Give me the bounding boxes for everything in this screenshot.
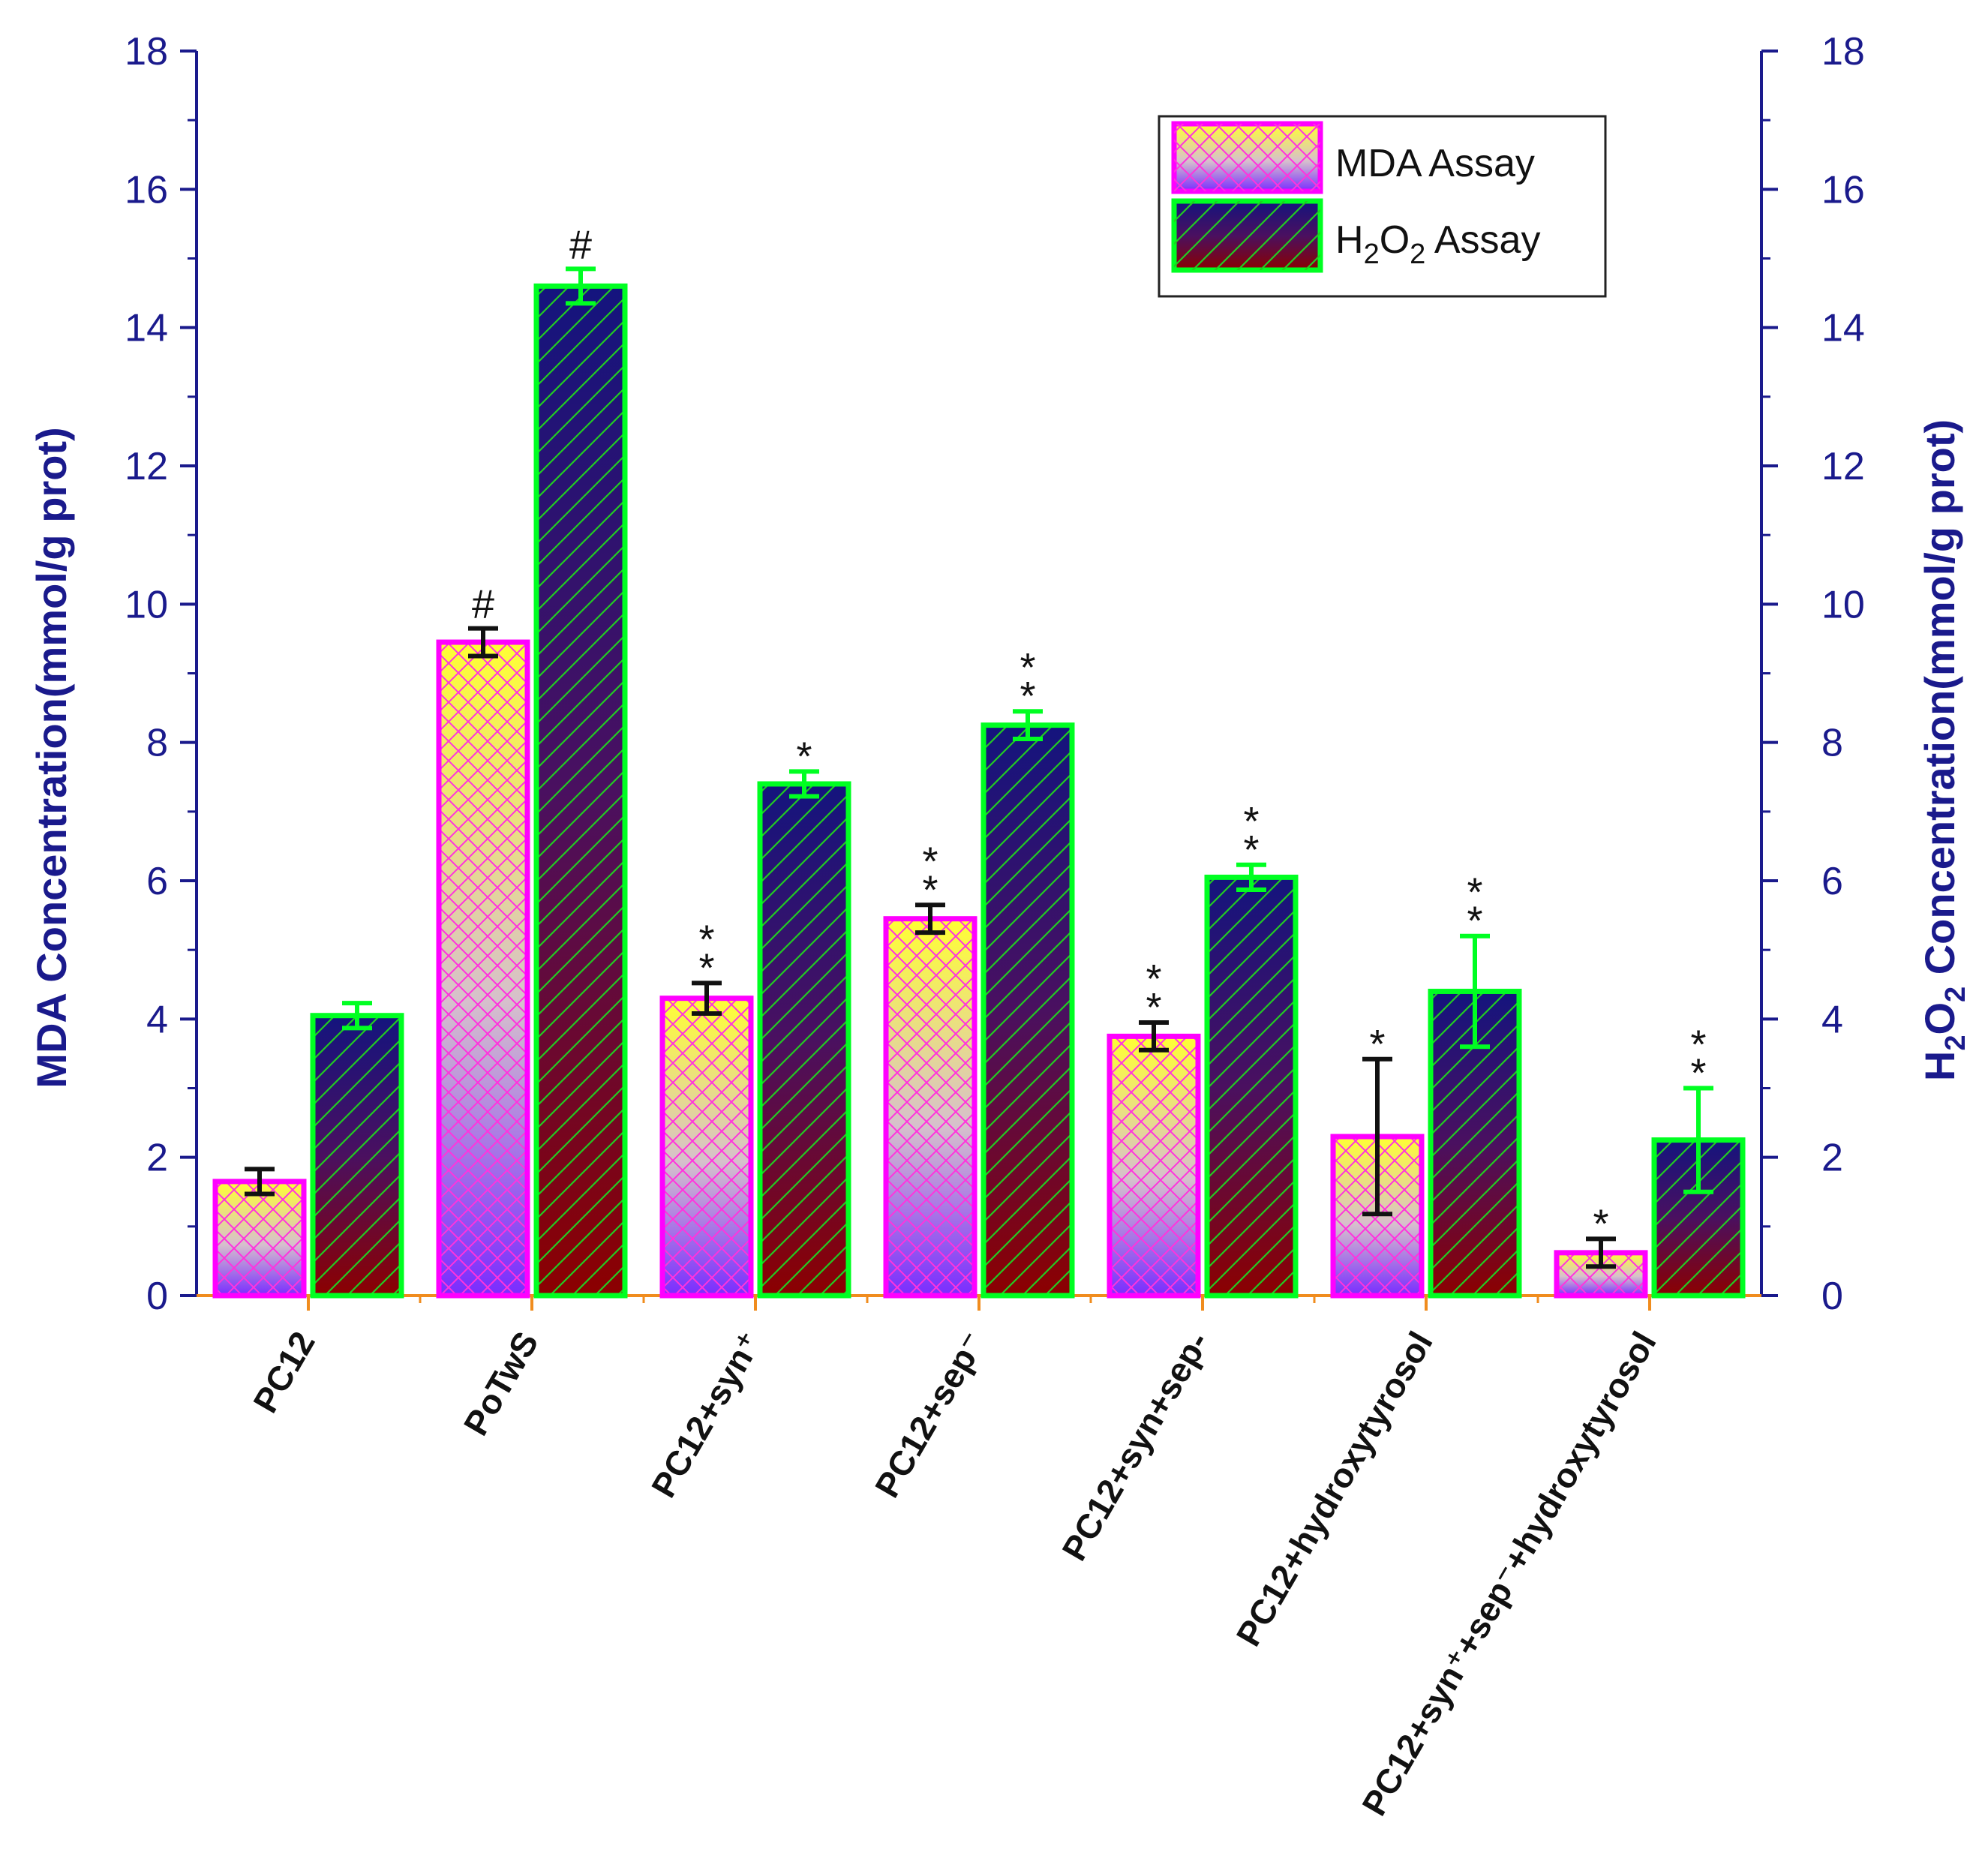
right-y-ticks: 0 2 4 6 8 10 12 14 16 18	[1761, 30, 1865, 1318]
bar-mda-hatch	[212, 1179, 307, 1299]
left-tick-label: 12	[125, 445, 168, 488]
significance-mark-mda: *	[922, 839, 938, 884]
category-label: PC12+sep⁻	[867, 1325, 993, 1504]
significance-mark-h2o2: *	[1243, 827, 1259, 872]
bar-mda-hatch	[1107, 1033, 1201, 1299]
bar-mda-hatch	[883, 916, 977, 1299]
left-tick-label: 8	[146, 722, 168, 765]
bar-mda-hatch	[436, 639, 530, 1299]
bar-h2o2-hatch	[533, 283, 628, 1299]
right-tick-label: 18	[1821, 30, 1865, 74]
category-label: PoTwS	[456, 1325, 546, 1442]
legend-label-mda: MDA Assay	[1335, 142, 1535, 185]
left-y-ticks: 0 2 4 6 8 10 12 14 16 18	[125, 30, 197, 1318]
bar-h2o2-hatch	[980, 722, 1075, 1299]
left-tick-label: 16	[125, 168, 168, 212]
legend-label-h2o2: H2O2 Assay	[1335, 218, 1540, 270]
bar-h2o2-hatch	[757, 781, 851, 1299]
category-label: PC12	[245, 1325, 323, 1419]
right-tick-label: 4	[1821, 998, 1843, 1041]
right-y-axis-title: H2O2 Concentration(mmol/g prot)	[1916, 419, 1971, 1081]
category-labels: PC12 PoTwS PC12+syn⁺ PC12+sep⁻ PC12+syn+sep-…	[245, 1325, 1664, 1822]
significance-mark-h2o2: #	[569, 222, 592, 267]
right-tick-label: 14	[1821, 307, 1865, 350]
significance-mark-mda: #	[472, 582, 494, 627]
bar-mda-hatch	[659, 996, 754, 1299]
significance-mark-h2o2: *	[1467, 870, 1482, 915]
x-ticks	[307, 1296, 1651, 1311]
right-tick-label: 16	[1821, 168, 1865, 212]
significance-mark-h2o2: *	[1020, 674, 1035, 719]
significance-mark-mda: *	[1146, 985, 1161, 1030]
left-tick-label: 10	[125, 583, 168, 626]
significance-mark-mda: *	[698, 945, 714, 990]
significance-mark-h2o2: *	[796, 734, 812, 779]
bar-h2o2-hatch	[1204, 874, 1299, 1299]
left-tick-label: 6	[146, 860, 168, 903]
significance-labels: ##*****************	[472, 222, 1707, 1246]
significance-mark-h2o2: *	[1690, 1051, 1706, 1096]
right-tick-label: 8	[1821, 722, 1843, 765]
significance-mark-mda: *	[1146, 957, 1161, 1002]
error-bars	[245, 266, 1713, 1269]
significance-mark-mda: *	[698, 917, 714, 962]
significance-mark-mda: *	[922, 867, 938, 912]
legend: MDA Assay H2O2 Assay	[1158, 115, 1607, 298]
bars	[212, 283, 1746, 1299]
bar-h2o2-hatch	[310, 1013, 404, 1299]
legend-swatch-mda-hatch	[1174, 124, 1320, 191]
significance-mark-mda: *	[1369, 1022, 1385, 1067]
right-tick-label: 10	[1821, 583, 1865, 626]
left-tick-label: 0	[146, 1275, 168, 1318]
significance-mark-h2o2: *	[1690, 1023, 1706, 1068]
significance-mark-h2o2: *	[1243, 799, 1259, 844]
category-label: PC12+hydroxytyrosol	[1229, 1325, 1440, 1653]
right-tick-label: 6	[1821, 860, 1843, 903]
significance-mark-h2o2: *	[1020, 645, 1035, 690]
right-tick-label: 0	[1821, 1275, 1843, 1318]
significance-mark-h2o2: *	[1467, 899, 1482, 944]
category-label: PC12+syn⁺	[644, 1325, 770, 1504]
right-tick-label: 2	[1821, 1137, 1843, 1180]
category-label: PC12+syn+sep-	[1054, 1325, 1216, 1567]
left-tick-label: 4	[146, 998, 168, 1041]
left-tick-label: 18	[125, 30, 168, 74]
left-tick-label: 2	[146, 1137, 168, 1180]
legend-swatch-h2o2-hatch	[1174, 201, 1320, 270]
significance-mark-mda: *	[1593, 1201, 1608, 1246]
right-tick-label: 12	[1821, 445, 1865, 488]
left-y-axis-title: MDA Concentration(mmol/g prot)	[28, 427, 75, 1088]
left-tick-label: 14	[125, 307, 168, 350]
